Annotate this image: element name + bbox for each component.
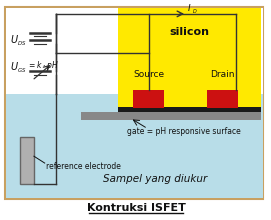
- Text: reference electrode: reference electrode: [46, 161, 121, 170]
- Text: Sampel yang diukur: Sampel yang diukur: [102, 174, 207, 184]
- Text: $= k \cdot pH$: $= k \cdot pH$: [27, 59, 59, 72]
- Text: $_{DS}$: $_{DS}$: [17, 39, 27, 48]
- Text: gate = pH responsive surface: gate = pH responsive surface: [127, 127, 241, 136]
- Text: $U$: $U$: [10, 60, 19, 72]
- Bar: [133, 90, 164, 108]
- Text: $I$: $I$: [187, 2, 191, 13]
- Polygon shape: [81, 112, 118, 120]
- Text: Kontruksi ISFET: Kontruksi ISFET: [86, 203, 185, 213]
- Bar: [7, 8, 263, 94]
- Text: Drain: Drain: [210, 70, 235, 79]
- Bar: [118, 107, 261, 117]
- Text: $_{GS}$: $_{GS}$: [17, 66, 27, 75]
- Bar: [7, 94, 263, 198]
- Text: $U$: $U$: [10, 33, 19, 45]
- Text: silicon: silicon: [169, 27, 209, 37]
- Bar: [5, 7, 263, 199]
- Bar: [20, 137, 34, 184]
- Text: Source: Source: [133, 70, 164, 79]
- Bar: [207, 90, 238, 108]
- Bar: [118, 8, 261, 111]
- Text: $_{D}$: $_{D}$: [192, 7, 198, 16]
- Bar: [81, 112, 261, 120]
